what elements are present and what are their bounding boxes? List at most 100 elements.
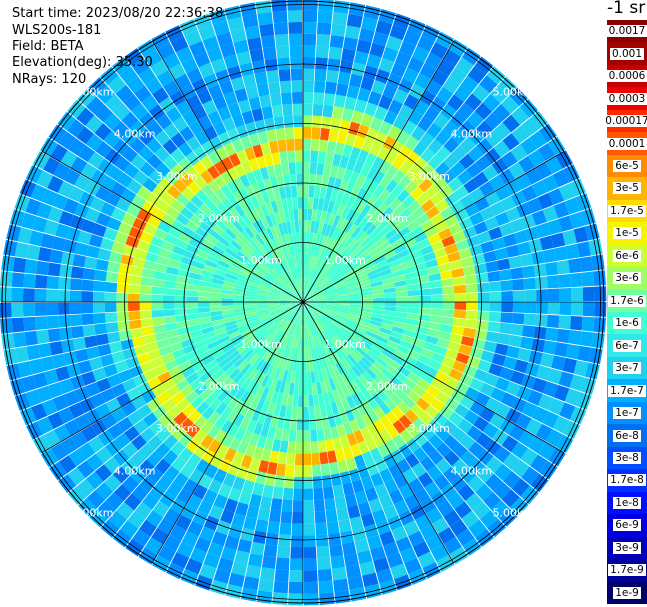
range-bin xyxy=(420,456,436,472)
range-bin xyxy=(162,449,179,466)
range-bin xyxy=(265,227,275,240)
range-bin xyxy=(261,400,271,413)
range-bin xyxy=(370,472,384,488)
range-bin xyxy=(524,302,537,314)
range-bin xyxy=(389,392,403,406)
range-bin xyxy=(228,368,241,381)
range-bin xyxy=(390,330,403,340)
range-bin xyxy=(412,541,431,558)
range-bin xyxy=(185,349,200,361)
range-bin xyxy=(271,439,282,452)
range-bin xyxy=(289,282,297,293)
range-bin xyxy=(440,383,455,397)
range-bin xyxy=(47,262,61,277)
range-bin xyxy=(284,127,294,140)
range-bin xyxy=(227,423,240,438)
range-bin xyxy=(369,447,383,462)
range-bin xyxy=(395,51,412,68)
range-bin xyxy=(86,453,104,471)
range-bin xyxy=(321,116,332,130)
range-bin xyxy=(458,344,473,356)
range-bin xyxy=(161,398,177,413)
range-bin xyxy=(454,381,470,395)
range-bin xyxy=(303,302,306,314)
range-bin xyxy=(57,302,70,315)
range-bin xyxy=(383,287,396,294)
range-bin xyxy=(121,146,138,163)
range-bin xyxy=(32,372,48,389)
range-bin xyxy=(301,325,303,338)
range-bin xyxy=(257,130,269,145)
range-bin xyxy=(254,233,265,246)
range-bin xyxy=(326,302,339,304)
colorbar-label: 0.0006 xyxy=(606,70,647,83)
range-bin xyxy=(126,387,142,402)
range-bin xyxy=(252,370,263,383)
range-bin xyxy=(428,449,444,465)
range-bin xyxy=(398,509,415,526)
range-bin xyxy=(366,461,379,477)
range-bin xyxy=(265,351,274,363)
range-bin xyxy=(181,226,196,238)
range-bin xyxy=(212,20,230,36)
range-bin xyxy=(346,338,358,349)
range-bin xyxy=(290,68,303,81)
range-bin xyxy=(11,287,24,302)
range-bin xyxy=(88,436,105,453)
range-bin xyxy=(323,312,335,320)
range-bin xyxy=(531,209,547,226)
range-bin xyxy=(272,10,288,24)
range-bin xyxy=(471,84,490,102)
range-bin xyxy=(558,315,572,330)
range-bin xyxy=(390,563,408,580)
range-bin xyxy=(133,170,149,186)
range-bin xyxy=(303,302,311,312)
range-bin xyxy=(542,411,559,429)
range-bin xyxy=(314,405,322,419)
range-bin xyxy=(463,410,480,425)
range-bin xyxy=(249,457,261,472)
range-bin xyxy=(201,184,215,198)
range-bin xyxy=(501,302,514,313)
range-bin xyxy=(130,450,147,468)
range-bin xyxy=(366,166,379,181)
range-bin xyxy=(369,116,384,132)
range-bin xyxy=(303,68,315,81)
range-bin xyxy=(268,304,280,308)
range-bin xyxy=(356,322,369,331)
range-bin xyxy=(309,283,318,293)
range-bin xyxy=(449,111,467,129)
range-bin xyxy=(151,384,166,398)
range-bin xyxy=(431,352,445,364)
range-bin xyxy=(292,312,299,324)
range-bin xyxy=(412,46,430,63)
range-bin xyxy=(250,252,262,263)
range-bin xyxy=(513,229,529,244)
range-bin xyxy=(559,302,572,316)
range-bin xyxy=(556,328,570,344)
colorbar-swatch: 0.00017 xyxy=(603,109,647,133)
range-bin xyxy=(141,390,157,404)
ring-label: 2.00km xyxy=(366,212,408,225)
range-bin xyxy=(332,336,343,348)
range-bin xyxy=(303,196,309,209)
colorbar-label: 1e-9 xyxy=(613,586,641,599)
range-bin xyxy=(203,125,218,141)
range-bin xyxy=(136,209,152,223)
range-bin xyxy=(314,68,327,82)
colorbar-label: 3e-6 xyxy=(613,272,641,285)
range-bin xyxy=(360,356,373,368)
range-bin xyxy=(230,333,243,343)
range-bin xyxy=(475,155,492,172)
range-bin xyxy=(441,356,456,368)
range-bin xyxy=(322,313,334,321)
range-bin xyxy=(259,496,272,510)
range-bin xyxy=(276,277,287,287)
range-bin xyxy=(294,312,300,325)
range-bin xyxy=(313,306,325,312)
colorbar-label: 1.7e-9 xyxy=(608,564,646,577)
range-bin xyxy=(465,492,483,511)
colorbar-swatch: 3e-7 xyxy=(607,356,647,380)
range-bin xyxy=(76,107,95,126)
range-bin xyxy=(315,272,324,284)
